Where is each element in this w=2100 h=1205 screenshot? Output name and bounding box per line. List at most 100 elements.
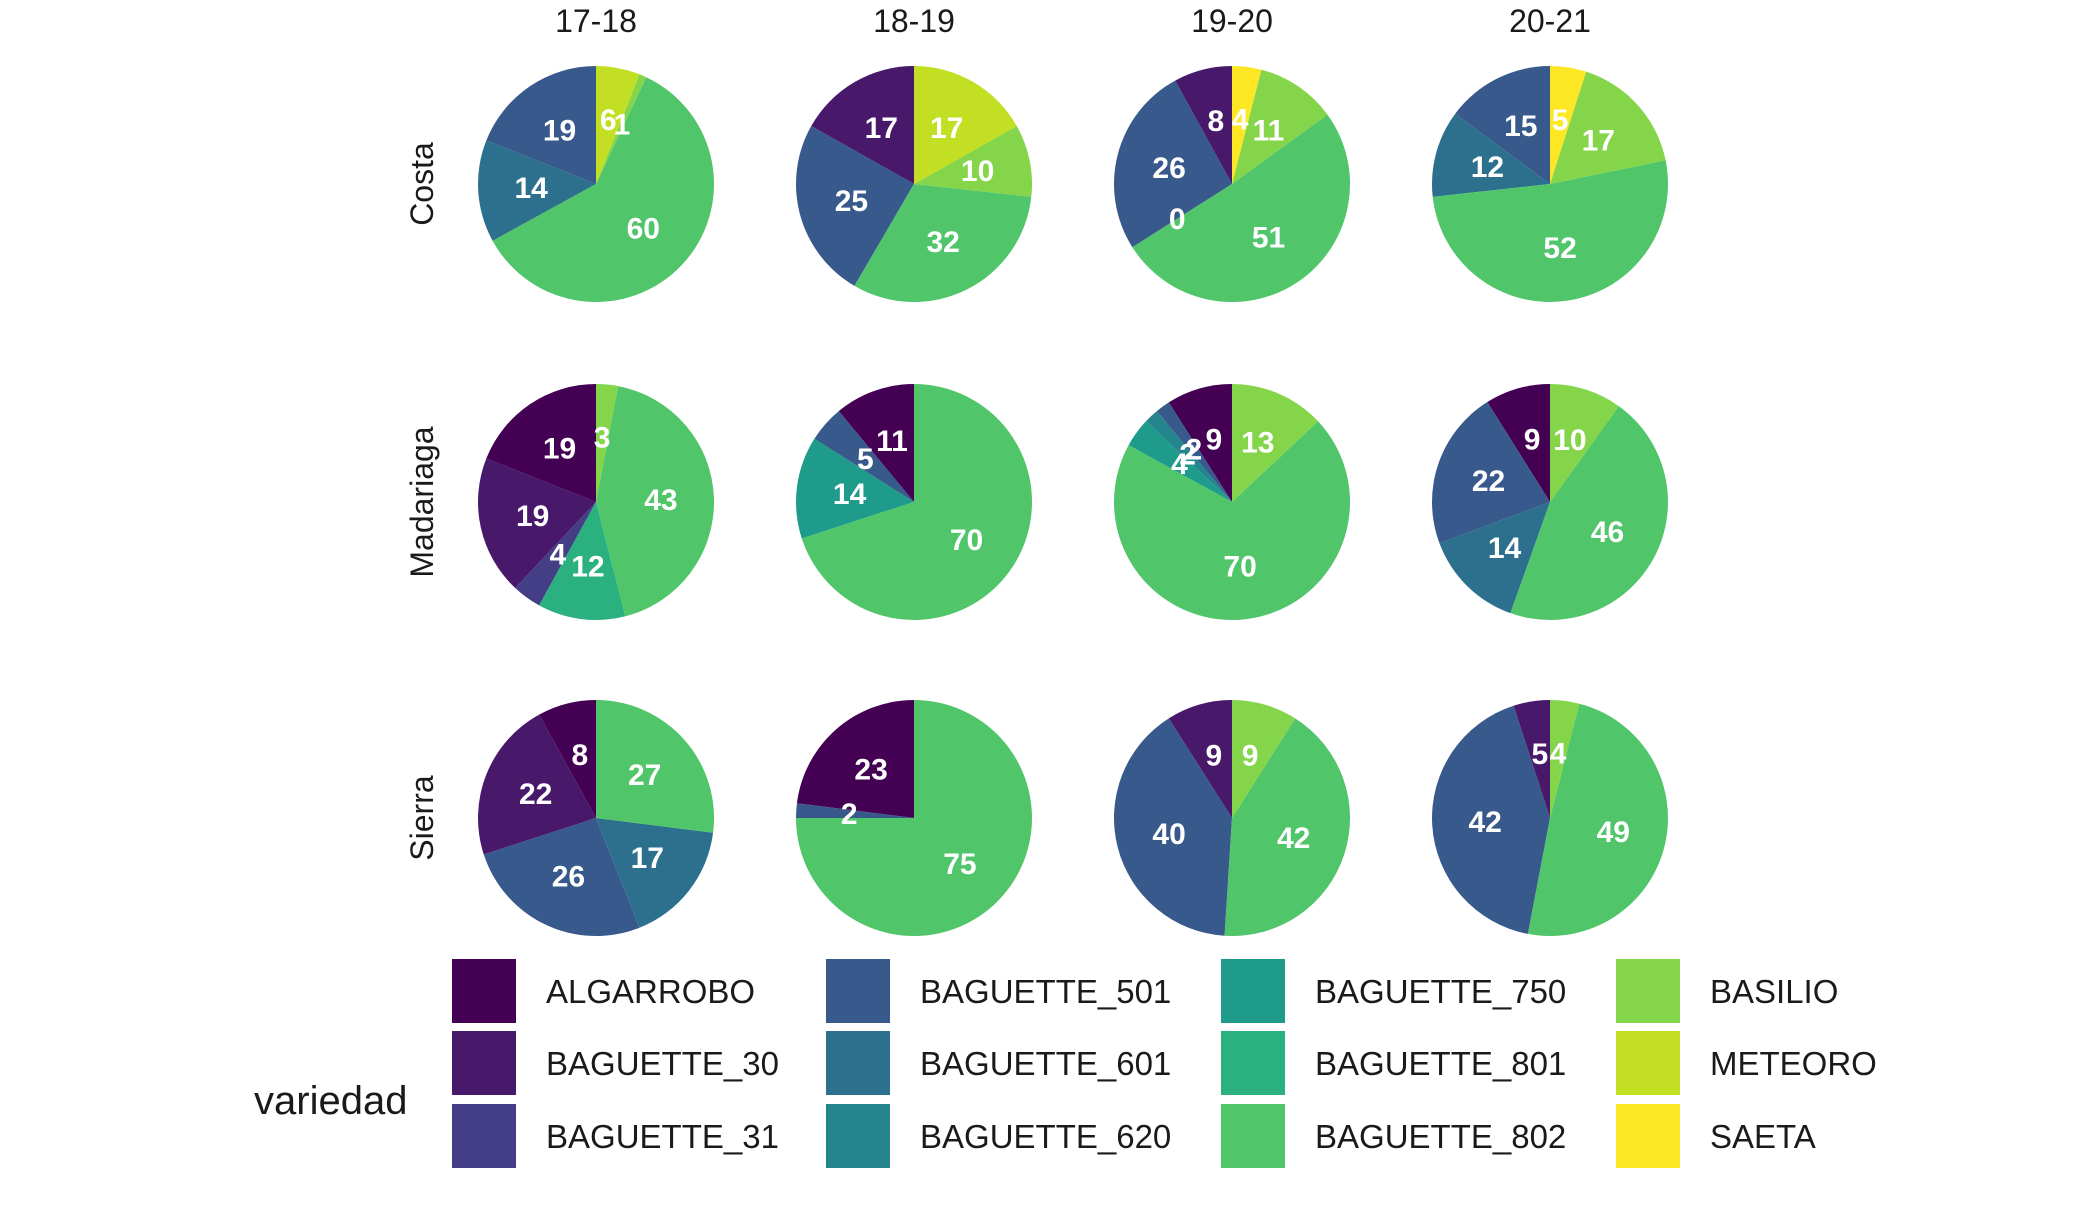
legend-swatch [1221,1031,1285,1095]
pie-slice-label: 32 [927,226,960,259]
pie-slice-baguette-601 [478,140,596,241]
legend-label: BAGUETTE_801 [1315,1045,1566,1082]
pie-slice-baguette-501 [1113,718,1232,936]
pie-slice-baguette-501 [796,803,914,818]
legend-label: BAGUETTE_750 [1315,973,1566,1010]
pie-slice-label: 3 [594,421,611,454]
pie-slice-label: 9 [1524,424,1541,457]
pie-slice-label: 4 [550,539,567,572]
pie-slice-label: 52 [1543,232,1576,265]
pie-slice-baguette-31 [515,502,596,606]
legend-swatch [826,1031,890,1095]
pie-slice-baguette-30 [1175,66,1232,184]
facet-column-title: 18-19 [873,3,955,39]
legend-label: BAGUETTE_30 [546,1045,779,1082]
legend-label: ALGARROBO [546,973,755,1010]
facet-row-title: Madariaga [404,426,440,577]
pie-slice-label: 22 [519,778,552,811]
pie-slice-label: 75 [943,848,976,881]
pie-slice-baguette-501 [1156,402,1232,502]
pie-slice-baguette-802 [1132,114,1351,303]
pie-slice-label: 10 [961,155,994,188]
facet-row-title: Sierra [404,775,440,861]
legend-label: BAGUETTE_501 [920,973,1171,1010]
pie-slice-baguette-802 [801,384,1033,620]
legend-item-baguette-750: BAGUETTE_750 [1221,959,1566,1023]
pie-slice-label: 17 [631,842,664,875]
pie-slice-label: 5 [1531,738,1548,771]
pie-slice-baguette-601 [596,818,714,928]
pie-slice-baguette-30 [478,714,596,855]
pie-slice-label: 9 [1206,740,1223,773]
pie-slice-baguette-30 [1513,700,1550,818]
pie-slice-label: 12 [1471,151,1504,184]
pie-slice-label: 4 [1171,448,1188,481]
pie-slice-baguette-802 [796,700,1032,936]
pie-slice-baguette-501 [1455,66,1550,184]
facet-column-title: 17-18 [555,3,637,39]
pie-slice-basilio [596,384,619,502]
pie-slice-saeta [1232,66,1262,184]
facet-row-title: Costa [404,142,440,226]
pie-slice-label: 42 [1469,806,1502,839]
legend-label: BAGUETTE_620 [920,1118,1171,1155]
legend-swatch [1616,1031,1680,1095]
pie-slice-baguette-30 [811,66,914,184]
pie-sierra-17-18: 8 22 26 17 27 [478,700,715,936]
legend-item-baguette-601: BAGUETTE_601 [826,1031,1171,1095]
pie-slice-basilio [914,126,1032,197]
pie-slice-baguette-802 [854,184,1032,302]
legend-item-baguette-30: BAGUETTE_30 [452,1031,779,1095]
pie-slice-label: 9 [1206,424,1223,457]
legend-item-basilio: BASILIO [1616,959,1838,1023]
pie-slice-label: 4 [1232,104,1249,137]
pie-slice-label: 10 [1553,424,1586,457]
pie-slice-label: 49 [1597,816,1630,849]
pie-slice-label: 70 [950,524,983,557]
pie-slice-algarrobo [838,383,914,502]
legend-item-algarrobo: ALGARROBO [452,959,755,1023]
pie-slice-baguette-30 [478,458,596,589]
pie-slice-baguette-501 [1432,705,1550,934]
pie-slice-label: 2 [1179,439,1196,472]
pie-slice-label: 46 [1591,516,1624,549]
legend-swatch [826,959,890,1023]
legend-swatch [452,959,516,1023]
pie-slice-baguette-501 [486,66,596,184]
pie-slice-label: 22 [1472,465,1505,498]
pie-slice-label: 26 [552,861,585,894]
legend-item-baguette-31: BAGUETTE_31 [452,1104,779,1168]
pie-slice-label: 5 [857,443,874,476]
legend-swatch [1221,1104,1285,1168]
pie-madariaga-20-21: 9 22 14 46 10 [1432,384,1668,620]
pie-slice-label: 17 [865,112,898,145]
pie-slice-algarrobo [1168,384,1232,502]
legend-swatch [1616,959,1680,1023]
legend-label: SAETA [1710,1118,1816,1155]
pie-slice-basilio [596,74,647,184]
pie-slice-algarrobo [539,700,596,818]
pie-slice-baguette-802 [1432,160,1668,302]
pie-slice-baguette-802 [492,77,715,303]
facet-column-title: 20-21 [1509,3,1591,39]
legend-item-saeta: SAETA [1616,1104,1816,1168]
pie-slice-baguette-802 [596,700,715,833]
legend-swatch [1221,959,1285,1023]
pie-slice-label: 26 [1152,152,1185,185]
pie-slice-label: 14 [515,172,549,205]
facet-column-title: 19-20 [1191,3,1273,39]
pie-slice-label: 11 [1253,114,1285,147]
pie-slice-basilio [1232,69,1328,184]
legend-item-baguette-501: BAGUETTE_501 [826,959,1171,1023]
pie-slice-label: 1 [613,108,630,141]
legend-label: BAGUETTE_601 [920,1045,1171,1082]
pie-slice-meteoro [596,66,640,184]
legend-item-baguette-801: BAGUETTE_801 [1221,1031,1566,1095]
pie-slice-label: 6 [600,104,617,137]
pie-slice-label: 11 [876,425,908,458]
pie-costa-18-19: 17 25 32 10 17 [795,66,1032,302]
